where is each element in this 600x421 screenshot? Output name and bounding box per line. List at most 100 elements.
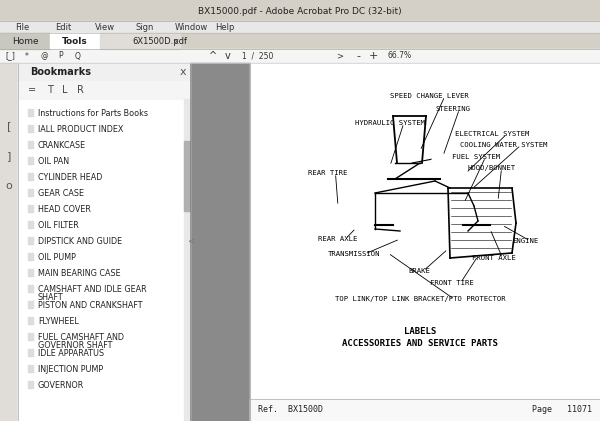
Text: Instructions for Parts Books: Instructions for Parts Books xyxy=(38,109,148,117)
Text: STEERING: STEERING xyxy=(435,106,470,112)
Ellipse shape xyxy=(432,155,448,165)
Text: Sign: Sign xyxy=(135,22,154,32)
Text: BX15000.pdf - Adobe Acrobat Pro DC (32-bit): BX15000.pdf - Adobe Acrobat Pro DC (32-b… xyxy=(198,6,402,16)
Bar xyxy=(28,109,34,117)
Bar xyxy=(28,173,34,181)
Bar xyxy=(50,33,100,49)
Ellipse shape xyxy=(471,202,509,248)
Bar xyxy=(28,317,34,325)
Bar xyxy=(28,205,34,213)
Bar xyxy=(28,253,34,261)
Text: ACCESSORIES AND SERVICE PARTS: ACCESSORIES AND SERVICE PARTS xyxy=(342,339,498,349)
Text: ]: ] xyxy=(7,151,11,161)
Text: IDLE APPARATUS: IDLE APPARATUS xyxy=(38,349,104,357)
Bar xyxy=(18,63,190,421)
Text: Help: Help xyxy=(215,22,235,32)
Text: Bookmarks: Bookmarks xyxy=(30,67,91,77)
Text: FUEL SYSTEM: FUEL SYSTEM xyxy=(452,154,500,160)
Bar xyxy=(250,63,600,421)
Text: TOP LINK/TOP LINK BRACKET/PTO PROTECTOR: TOP LINK/TOP LINK BRACKET/PTO PROTECTOR xyxy=(335,296,506,302)
Bar xyxy=(28,157,34,165)
Text: o: o xyxy=(5,181,13,191)
Text: File: File xyxy=(15,22,29,32)
Ellipse shape xyxy=(326,187,398,269)
Ellipse shape xyxy=(336,198,388,258)
Bar xyxy=(28,365,34,373)
Bar xyxy=(18,81,190,99)
Text: OIL PAN: OIL PAN xyxy=(38,157,69,165)
Ellipse shape xyxy=(463,193,517,257)
Bar xyxy=(18,63,190,421)
Bar xyxy=(0,33,50,49)
Text: x: x xyxy=(173,37,179,45)
Text: BRAKE: BRAKE xyxy=(408,268,430,274)
Text: ENGINE: ENGINE xyxy=(512,238,538,244)
Bar xyxy=(18,63,190,81)
Bar xyxy=(100,33,180,49)
Text: FLYWHEEL: FLYWHEEL xyxy=(38,317,79,325)
Text: View: View xyxy=(95,22,115,32)
Text: R: R xyxy=(77,85,83,95)
Text: 66.7%: 66.7% xyxy=(388,51,412,61)
Text: REAR TIRE: REAR TIRE xyxy=(308,170,347,176)
Text: ELECTRICAL SYSTEM: ELECTRICAL SYSTEM xyxy=(455,131,529,137)
Text: ^: ^ xyxy=(209,51,217,61)
Text: INJECTION PUMP: INJECTION PUMP xyxy=(38,365,103,373)
Text: [: [ xyxy=(7,121,11,131)
Text: =: = xyxy=(28,85,36,95)
Text: <: < xyxy=(187,237,194,245)
Text: HOOD/BONNET: HOOD/BONNET xyxy=(468,165,516,171)
Bar xyxy=(28,301,34,309)
Text: PISTON AND CRANKSHAFT: PISTON AND CRANKSHAFT xyxy=(38,301,143,309)
Text: x: x xyxy=(179,67,187,77)
Bar xyxy=(28,333,34,341)
Text: OIL PUMP: OIL PUMP xyxy=(38,253,76,261)
Text: CAMSHAFT AND IDLE GEAR: CAMSHAFT AND IDLE GEAR xyxy=(38,285,146,293)
Bar xyxy=(28,381,34,389)
Text: Q: Q xyxy=(75,51,81,61)
Text: CRANKCASE: CRANKCASE xyxy=(38,141,86,149)
Text: *: * xyxy=(25,51,29,61)
Text: MAIN BEARING CASE: MAIN BEARING CASE xyxy=(38,269,121,277)
Text: [_]: [_] xyxy=(5,51,15,61)
Text: Home: Home xyxy=(11,37,38,45)
Text: L: L xyxy=(62,85,68,95)
Bar xyxy=(28,269,34,277)
Text: GEAR CASE: GEAR CASE xyxy=(38,189,84,197)
Text: P: P xyxy=(59,51,64,61)
Text: FRONT TIRE: FRONT TIRE xyxy=(430,280,474,286)
Text: REAR AXLE: REAR AXLE xyxy=(318,236,358,242)
Text: DIPSTICK AND GUIDE: DIPSTICK AND GUIDE xyxy=(38,237,122,245)
Bar xyxy=(28,189,34,197)
Text: >: > xyxy=(337,51,343,61)
Text: @: @ xyxy=(40,51,48,61)
Bar xyxy=(28,141,34,149)
Bar xyxy=(0,0,600,21)
Bar xyxy=(0,33,600,49)
Text: FUEL CAMSHAFT AND: FUEL CAMSHAFT AND xyxy=(38,333,124,341)
Text: IALL PRODUCT INDEX: IALL PRODUCT INDEX xyxy=(38,125,124,133)
Text: +: + xyxy=(368,51,377,61)
Text: Tools: Tools xyxy=(62,37,88,45)
Text: SPEED CHANGE LEVER: SPEED CHANGE LEVER xyxy=(390,93,469,99)
Text: T: T xyxy=(47,85,53,95)
Text: Edit: Edit xyxy=(55,22,71,32)
Bar xyxy=(0,63,18,421)
Text: OIL FILTER: OIL FILTER xyxy=(38,221,79,229)
Text: CYLINDER HEAD: CYLINDER HEAD xyxy=(38,173,103,181)
Text: GOVERNOR SHAFT: GOVERNOR SHAFT xyxy=(38,341,112,349)
Bar xyxy=(190,63,250,421)
Bar xyxy=(250,399,600,421)
Text: GOVERNOR: GOVERNOR xyxy=(38,381,84,389)
Bar xyxy=(0,21,600,33)
Bar xyxy=(28,237,34,245)
Text: TRANSMISSION: TRANSMISSION xyxy=(328,251,380,257)
Bar xyxy=(184,99,190,421)
Bar xyxy=(28,349,34,357)
Bar xyxy=(0,63,600,64)
Bar xyxy=(28,285,34,293)
Text: SHAFT: SHAFT xyxy=(38,293,64,301)
Text: -: - xyxy=(356,51,360,61)
Text: HEAD COVER: HEAD COVER xyxy=(38,205,91,213)
Text: Page   11071: Page 11071 xyxy=(532,405,592,415)
